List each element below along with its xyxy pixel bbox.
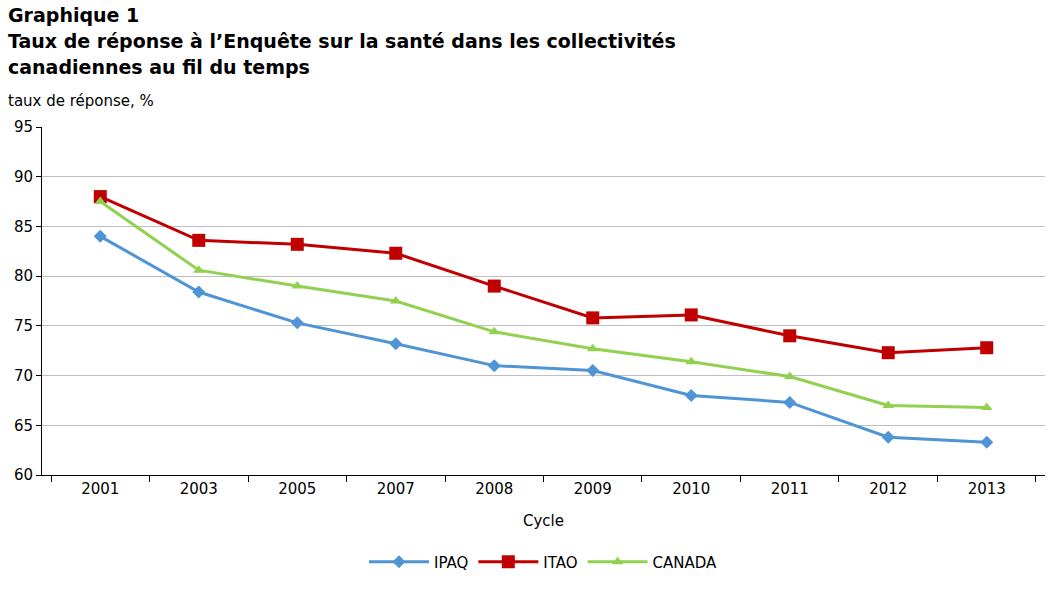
- svg-text:90: 90: [14, 168, 33, 186]
- svg-text:IPAQ: IPAQ: [434, 554, 468, 572]
- svg-text:70: 70: [14, 367, 33, 385]
- svg-text:95: 95: [14, 118, 33, 136]
- svg-text:2001: 2001: [81, 480, 119, 498]
- svg-text:2009: 2009: [574, 480, 612, 498]
- svg-text:2008: 2008: [475, 480, 513, 498]
- html-text:taux de réponse, %: taux de réponse, %: [8, 92, 154, 110]
- svg-text:80: 80: [14, 267, 33, 285]
- svg-text:2003: 2003: [180, 480, 218, 498]
- svg-text:2010: 2010: [672, 480, 710, 498]
- svg-text:2012: 2012: [869, 480, 907, 498]
- svg-text:75: 75: [14, 317, 33, 335]
- svg-text:2005: 2005: [278, 480, 316, 498]
- svg-text:65: 65: [14, 417, 33, 435]
- svg-text:CANADA: CANADA: [653, 554, 718, 572]
- svg-text:ITAO: ITAO: [543, 554, 577, 572]
- html-text:Graphique 1: Graphique 1: [8, 4, 140, 26]
- svg-text:2013: 2013: [968, 480, 1006, 498]
- svg-text:60: 60: [14, 466, 33, 484]
- svg-text:85: 85: [14, 218, 33, 236]
- html-text:Taux de réponse à l’Enquête su: Taux de réponse à l’Enquête sur la santé…: [8, 30, 676, 78]
- svg-text:2011: 2011: [771, 480, 809, 498]
- svg-text:Cycle: Cycle: [523, 512, 564, 530]
- svg-text:2007: 2007: [377, 480, 415, 498]
